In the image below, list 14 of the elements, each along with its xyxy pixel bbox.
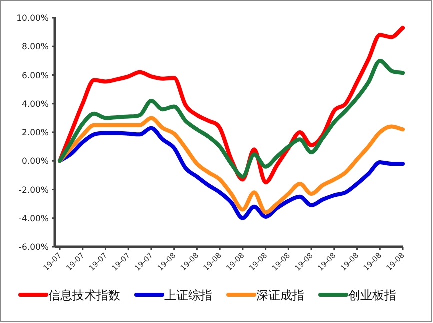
legend-label: 深证成指 (256, 288, 304, 302)
y-tick-label: 8.00% (22, 42, 49, 53)
y-tick-label: 6.00% (22, 71, 49, 82)
y-tick-label: 4.00% (22, 100, 49, 110)
y-tick-label: 10.00% (16, 14, 49, 24)
y-tick-label: 0.00% (22, 157, 49, 168)
y-tick-label: -6.00% (18, 243, 49, 253)
y-tick-label: -2.00% (18, 186, 49, 196)
y-tick-label: -4.00% (18, 214, 49, 224)
legend-label: 信息技术指数 (48, 288, 120, 302)
line-series (58, 58, 405, 179)
y-tick-label: 2.00% (22, 128, 49, 138)
legend-label: 上证综指 (164, 288, 212, 302)
legend-label: 创业板指 (348, 288, 396, 302)
